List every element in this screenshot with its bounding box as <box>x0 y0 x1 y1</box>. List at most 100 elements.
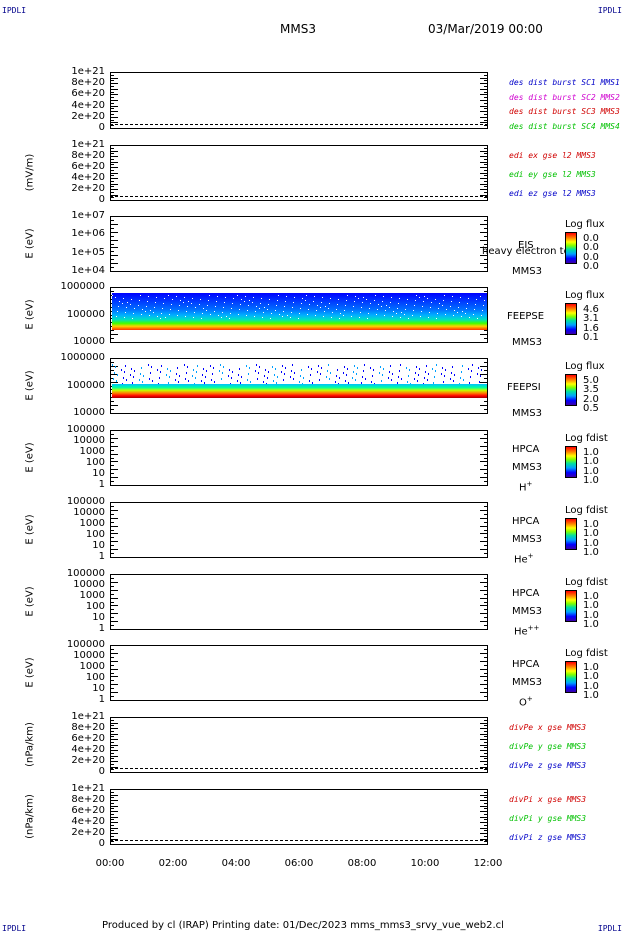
y-tick-mark <box>110 72 118 73</box>
spectrogram-speck <box>193 369 194 371</box>
spectrogram-speck <box>155 302 156 303</box>
spectrogram-speck <box>322 297 323 298</box>
spectrogram-speck <box>140 373 141 375</box>
y-tick-label: 1e+05 <box>71 247 105 258</box>
spectrogram-speck <box>383 296 384 297</box>
y-tick-mark <box>484 481 488 482</box>
x-tick-label: 06:00 <box>284 858 314 869</box>
y-tick-mark <box>480 723 488 724</box>
left-tick-column <box>110 502 118 558</box>
spectrogram-speck <box>450 306 451 307</box>
spectrogram-speck <box>256 306 257 307</box>
y-tick-mark <box>484 244 488 245</box>
y-tick-label: 1 <box>98 551 105 562</box>
chart-panel-2 <box>110 145 488 201</box>
spectrogram-speck <box>156 297 157 298</box>
spectrogram-speck <box>376 314 377 315</box>
spectrogram-speck <box>401 378 402 380</box>
x-tick-label: 00:00 <box>95 858 125 869</box>
spectrogram-speck <box>285 301 286 302</box>
y-tick-label: 4e+20 <box>71 100 105 111</box>
y-tick-mark <box>110 167 118 168</box>
y-tick-mark <box>110 537 114 538</box>
spectrogram-speck <box>385 310 386 311</box>
spectrogram-speck <box>477 373 478 375</box>
spectrogram-speck <box>248 373 249 375</box>
spectrogram-speck <box>324 311 325 312</box>
y-tick-mark <box>480 684 488 685</box>
spectrogram-speck <box>428 317 429 318</box>
panel-instrument-label: HPCA <box>512 588 540 599</box>
spectrogram-speck <box>258 372 259 374</box>
y-tick-mark <box>484 836 488 837</box>
spectrogram-speck <box>226 316 227 317</box>
y-tick-mark <box>110 792 114 793</box>
spectrogram-speck <box>170 370 171 372</box>
panel-spacecraft-label: MMS3 <box>512 677 542 688</box>
y-tick-mark <box>110 530 114 531</box>
y-tick-label: 10000 <box>73 407 105 418</box>
y-tick-label: 100000 <box>66 639 105 650</box>
spectrogram-speck <box>133 313 134 314</box>
spectrogram-speck <box>176 296 177 297</box>
spectrogram-speck <box>287 315 288 316</box>
y-tick-label: 100 <box>85 529 105 540</box>
colorbar <box>565 232 577 264</box>
spectrogram-speck <box>458 307 459 308</box>
y-tick-label: 8e+20 <box>71 77 105 88</box>
y-tick-label: 100000 <box>66 309 105 320</box>
spectrogram-speck <box>122 303 123 304</box>
spectrogram-speck <box>353 371 354 373</box>
spectrogram-speck <box>300 375 301 377</box>
spectrogram-speck <box>123 377 124 379</box>
y-tick-mark <box>480 173 488 174</box>
y-tick-mark <box>110 673 114 674</box>
y-tick-mark <box>110 195 118 196</box>
y-tick-mark <box>484 696 488 697</box>
y-tick-mark <box>110 469 118 470</box>
spectrogram-speck <box>240 382 241 384</box>
spectrogram-speck <box>249 367 250 369</box>
y-tick-mark <box>110 734 118 735</box>
spectrogram-speck <box>459 302 460 303</box>
spectrogram-speck <box>148 364 149 366</box>
spectrogram-speck <box>432 368 433 370</box>
y-tick-mark <box>110 526 118 527</box>
y-tick-mark <box>480 605 488 606</box>
spectrogram-speck <box>386 305 387 306</box>
y-tick-label: 2e+20 <box>71 827 105 838</box>
spectrogram-speck <box>183 302 184 303</box>
chart-panel-10 <box>110 717 488 773</box>
colorbar-value: 5.0 <box>583 375 599 386</box>
corner-label-tl: IPDLI <box>2 6 27 15</box>
y-tick-mark <box>110 578 114 579</box>
spectrogram-speck <box>471 370 472 372</box>
y-tick-label: 2e+20 <box>71 183 105 194</box>
panel-spacecraft-label: MMS3 <box>512 337 542 348</box>
y-tick-mark <box>110 844 118 845</box>
spectrogram-speck <box>201 318 202 319</box>
y-tick-mark <box>110 338 114 339</box>
y-tick-mark <box>110 822 118 823</box>
spectrogram-speck <box>112 295 113 296</box>
spectrogram-speck <box>184 364 185 366</box>
spectrogram-speck <box>178 381 179 383</box>
spectrogram-speck <box>422 306 423 307</box>
spectrogram-speck <box>186 311 187 312</box>
spectrogram-speck <box>119 301 120 302</box>
y-tick-mark <box>480 430 488 431</box>
legend-entry: divPe x gse MMS3 <box>509 723 587 732</box>
spectrogram-speck <box>141 314 142 315</box>
y-tick-label: 1 <box>98 694 105 705</box>
y-tick-mark <box>110 797 114 798</box>
y-tick-mark <box>484 537 488 538</box>
y-tick-mark <box>110 434 114 435</box>
spectrogram-speck <box>384 315 385 316</box>
colorbar-value: 1.0 <box>583 600 599 612</box>
spectrogram-speck <box>354 365 355 367</box>
y-tick-mark <box>480 271 488 272</box>
y-tick-mark <box>480 533 488 534</box>
y-tick-mark <box>484 148 488 149</box>
spectrogram-speck <box>391 379 392 381</box>
y-tick-mark <box>480 806 488 807</box>
